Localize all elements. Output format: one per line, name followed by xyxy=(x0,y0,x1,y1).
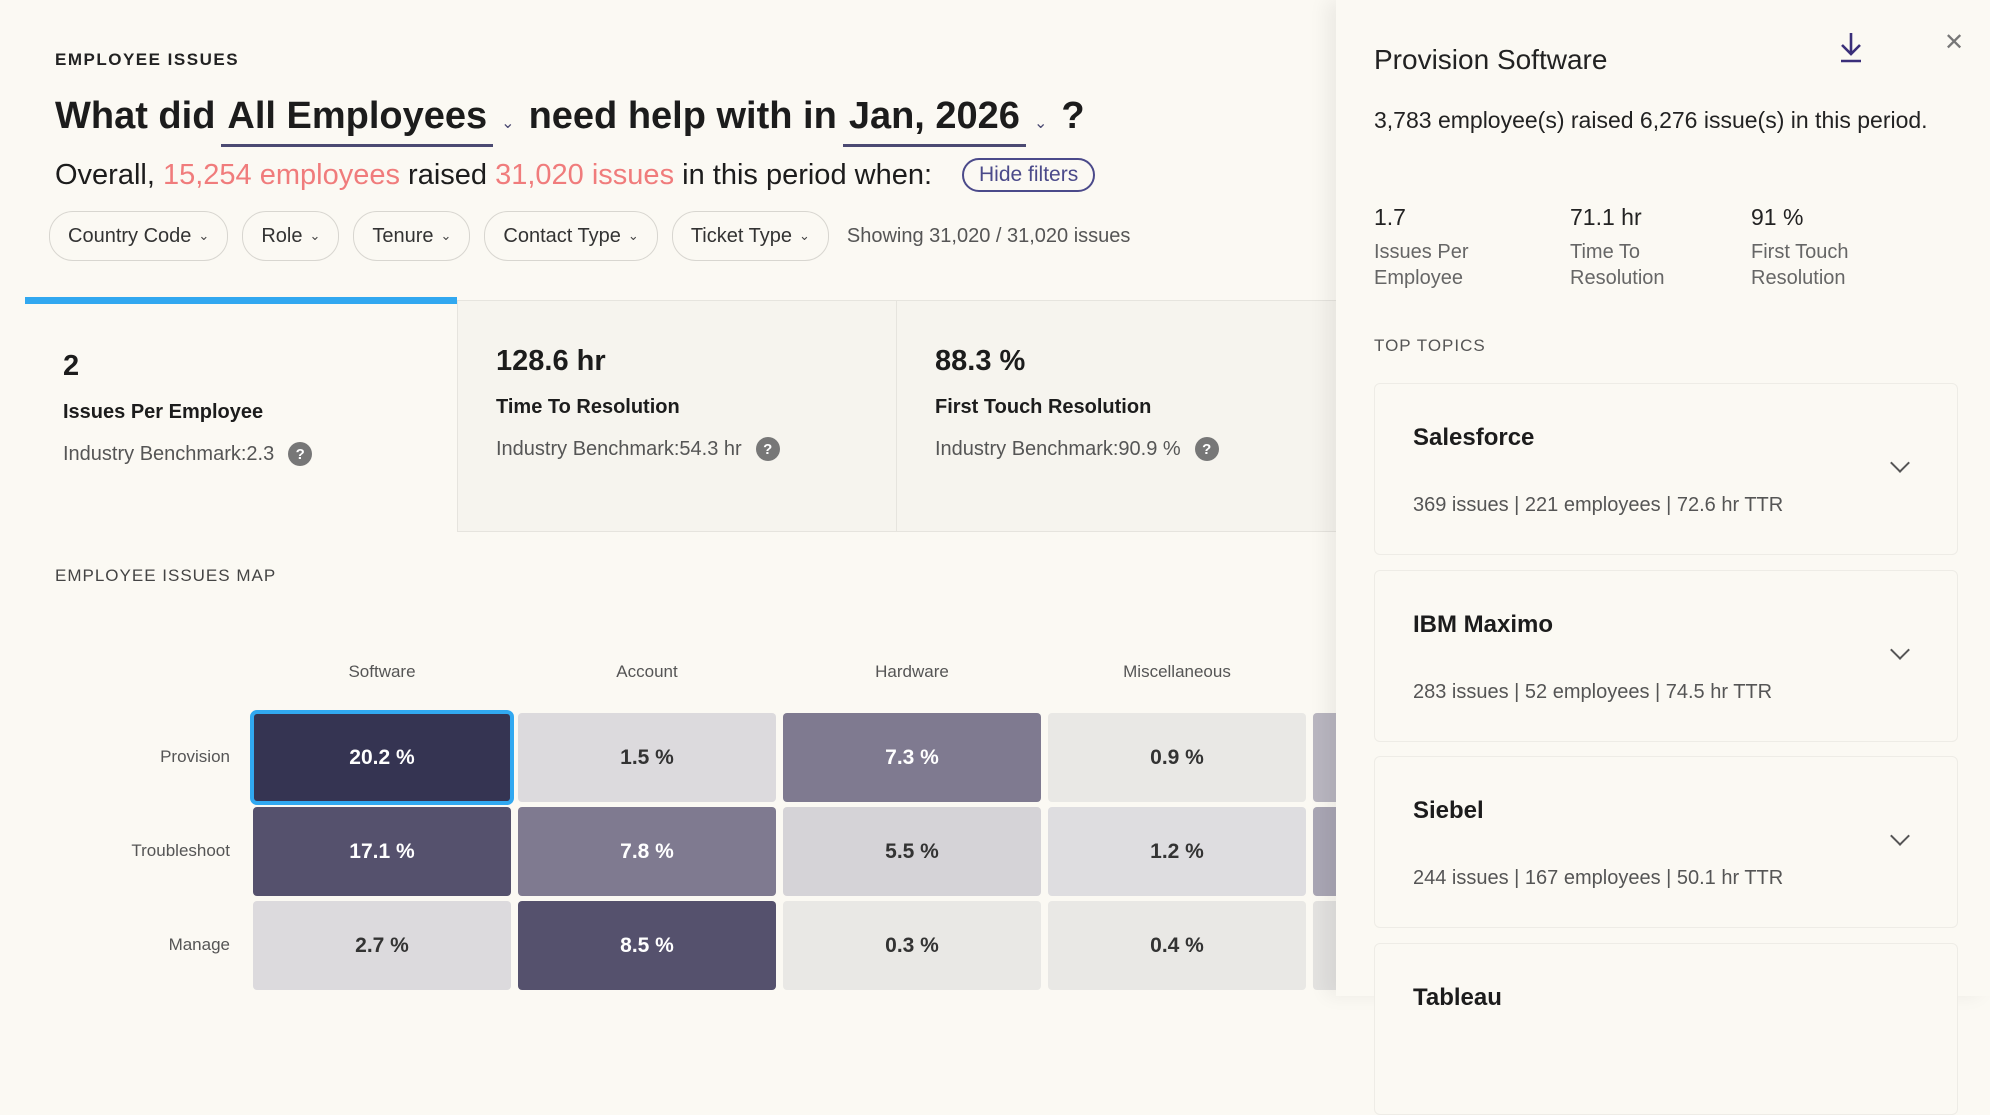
chevron-down-icon: ⌄ xyxy=(440,228,452,243)
heatmap-cell[interactable]: 20.2 % xyxy=(250,710,514,805)
chevron-down-icon[interactable]: ⌄ xyxy=(1033,115,1048,132)
period-selector[interactable]: Jan, 2026 xyxy=(842,95,1026,147)
title-prefix: What did xyxy=(55,95,216,137)
filter-label: Ticket Type xyxy=(690,224,792,247)
panel-stat: 91 % First Touch Resolution xyxy=(1751,204,1881,291)
help-icon[interactable]: ? xyxy=(1194,437,1219,461)
employee-count: 15,254 employees xyxy=(162,158,400,191)
filter-bar: Country Code ⌄ Role ⌄ Tenure ⌄ Contact Type… xyxy=(49,211,1130,261)
topic-card[interactable]: Tableau xyxy=(1374,943,1958,1115)
filter-label: Country Code xyxy=(68,224,192,247)
topic-name: IBM Maximo xyxy=(1413,611,1554,638)
filter-role[interactable]: Role ⌄ xyxy=(242,211,340,261)
chevron-down-icon: ⌄ xyxy=(627,228,639,243)
metric-benchmark: Industry Benchmark:54.3 hr xyxy=(496,437,742,460)
download-icon[interactable] xyxy=(1836,30,1866,64)
column-header: Hardware xyxy=(875,662,949,681)
chevron-down-icon: ⌄ xyxy=(309,228,321,243)
column-header: Miscellaneous xyxy=(1123,662,1231,681)
employee-selector[interactable]: All Employees xyxy=(221,95,494,147)
heatmap-cell[interactable]: 2.7 % xyxy=(253,901,511,990)
summary-text: raised xyxy=(408,158,488,191)
filter-label: Contact Type xyxy=(503,224,621,247)
page-title: What did All Employees ⌄ need help with i… xyxy=(55,95,1085,147)
chevron-down-icon: ⌄ xyxy=(798,228,810,243)
panel-title: Provision Software xyxy=(1374,44,1608,75)
filter-country-code[interactable]: Country Code ⌄ xyxy=(49,211,229,261)
topic-name: Salesforce xyxy=(1413,424,1535,451)
stat-value: 71.1 hr xyxy=(1570,204,1642,230)
metric-benchmark: Industry Benchmark:90.9 % xyxy=(935,437,1181,460)
metric-benchmark: Industry Benchmark:2.3 xyxy=(63,442,275,465)
topic-name: Tableau xyxy=(1413,984,1502,1011)
topic-name: Siebel xyxy=(1413,797,1484,824)
detail-panel: Provision Software ✕ 3,783 employee(s) r… xyxy=(1336,0,1990,1115)
chevron-down-icon: ⌄ xyxy=(198,228,210,243)
section-eyebrow: EMPLOYEE ISSUES xyxy=(55,50,240,69)
heatmap-cell[interactable]: 7.8 % xyxy=(518,807,776,896)
row-header: Provision xyxy=(160,747,230,766)
topic-card[interactable]: Salesforce 369 issues | 221 employees | 7… xyxy=(1374,383,1958,555)
help-icon[interactable]: ? xyxy=(755,437,780,461)
heatmap-cell[interactable]: 5.5 % xyxy=(783,807,1041,896)
stat-label: Issues Per Employee xyxy=(1374,241,1469,289)
heatmap-cell[interactable]: 0.9 % xyxy=(1048,713,1306,802)
heatmap-cell[interactable]: 7.3 % xyxy=(783,713,1041,802)
heatmap-cell[interactable]: 1.2 % xyxy=(1048,807,1306,896)
stat-label: First Touch Resolution xyxy=(1751,241,1849,289)
filter-tenure[interactable]: Tenure ⌄ xyxy=(353,211,471,261)
summary-text: Overall, xyxy=(55,158,155,191)
title-suffix: ? xyxy=(1061,95,1085,137)
map-title: EMPLOYEE ISSUES MAP xyxy=(55,566,277,585)
topic-detail: 283 issues | 52 employees | 74.5 hr TTR xyxy=(1413,681,1773,703)
stat-value: 91 % xyxy=(1751,204,1804,230)
chevron-down-icon[interactable] xyxy=(1890,826,1910,846)
selected-metric-indicator xyxy=(25,297,457,304)
panel-stat: 71.1 hr Time To Resolution xyxy=(1570,204,1700,291)
panel-stat: 1.7 Issues Per Employee xyxy=(1374,204,1504,291)
metric-card-ftr[interactable]: 88.3 % First Touch Resolution Industry B… xyxy=(896,300,1356,532)
heatmap-cell[interactable]: 0.3 % xyxy=(783,901,1041,990)
filter-label: Tenure xyxy=(372,224,434,247)
heatmap-cell[interactable]: 8.5 % xyxy=(518,901,776,990)
metric-value: 88.3 % xyxy=(935,345,1026,377)
title-middle: need help with in xyxy=(528,95,837,137)
topic-detail: 244 issues | 167 employees | 50.1 hr TTR xyxy=(1413,867,1784,889)
column-header: Account xyxy=(616,662,678,681)
chevron-down-icon[interactable] xyxy=(1890,640,1910,660)
metric-value: 2 xyxy=(63,350,80,382)
topic-card[interactable]: IBM Maximo 283 issues | 52 employees | 74… xyxy=(1374,570,1958,742)
metric-label: First Touch Resolution xyxy=(935,396,1152,418)
stat-label: Time To Resolution xyxy=(1570,241,1665,289)
chevron-down-icon[interactable] xyxy=(1890,453,1910,473)
help-icon[interactable]: ? xyxy=(288,442,313,466)
metric-card-ttr[interactable]: 128.6 hr Time To Resolution Industry Ben… xyxy=(457,300,898,532)
hide-filters-button[interactable]: Hide filters xyxy=(962,158,1096,192)
showing-count: Showing 31,020 / 31,020 issues xyxy=(846,224,1131,247)
close-icon[interactable]: ✕ xyxy=(1944,29,1965,56)
panel-summary: 3,783 employee(s) raised 6,276 issue(s) … xyxy=(1374,107,1928,133)
topic-card[interactable]: Siebel 244 issues | 167 employees | 50.1 … xyxy=(1374,756,1958,928)
filter-contact-type[interactable]: Contact Type ⌄ xyxy=(484,211,658,261)
metric-card-ipe[interactable]: 2 Issues Per Employee Industry Benchmark… xyxy=(25,300,457,532)
heatmap-cell[interactable]: 0.4 % xyxy=(1048,901,1306,990)
stat-value: 1.7 xyxy=(1374,204,1406,230)
row-header: Manage xyxy=(168,935,230,954)
metric-label: Issues Per Employee xyxy=(63,401,264,423)
filter-label: Role xyxy=(261,224,303,247)
chevron-down-icon[interactable]: ⌄ xyxy=(501,115,515,132)
row-header: Troubleshoot xyxy=(131,841,230,860)
column-header: Software xyxy=(348,662,416,681)
metric-value: 128.6 hr xyxy=(496,345,606,377)
metric-label: Time To Resolution xyxy=(496,396,680,418)
topic-detail: 369 issues | 221 employees | 72.6 hr TTR xyxy=(1413,494,1784,516)
top-topics-label: TOP TOPICS xyxy=(1374,336,1486,355)
heatmap-cell[interactable]: 1.5 % xyxy=(518,713,776,802)
heatmap-cell[interactable]: 17.1 % xyxy=(253,807,511,896)
filter-ticket-type[interactable]: Ticket Type ⌄ xyxy=(671,211,829,261)
summary-text: in this period when: xyxy=(682,158,933,191)
overall-summary: Overall, 15,254 employees raised 31,020 … xyxy=(55,158,1096,192)
issue-count: 31,020 issues xyxy=(495,158,675,191)
